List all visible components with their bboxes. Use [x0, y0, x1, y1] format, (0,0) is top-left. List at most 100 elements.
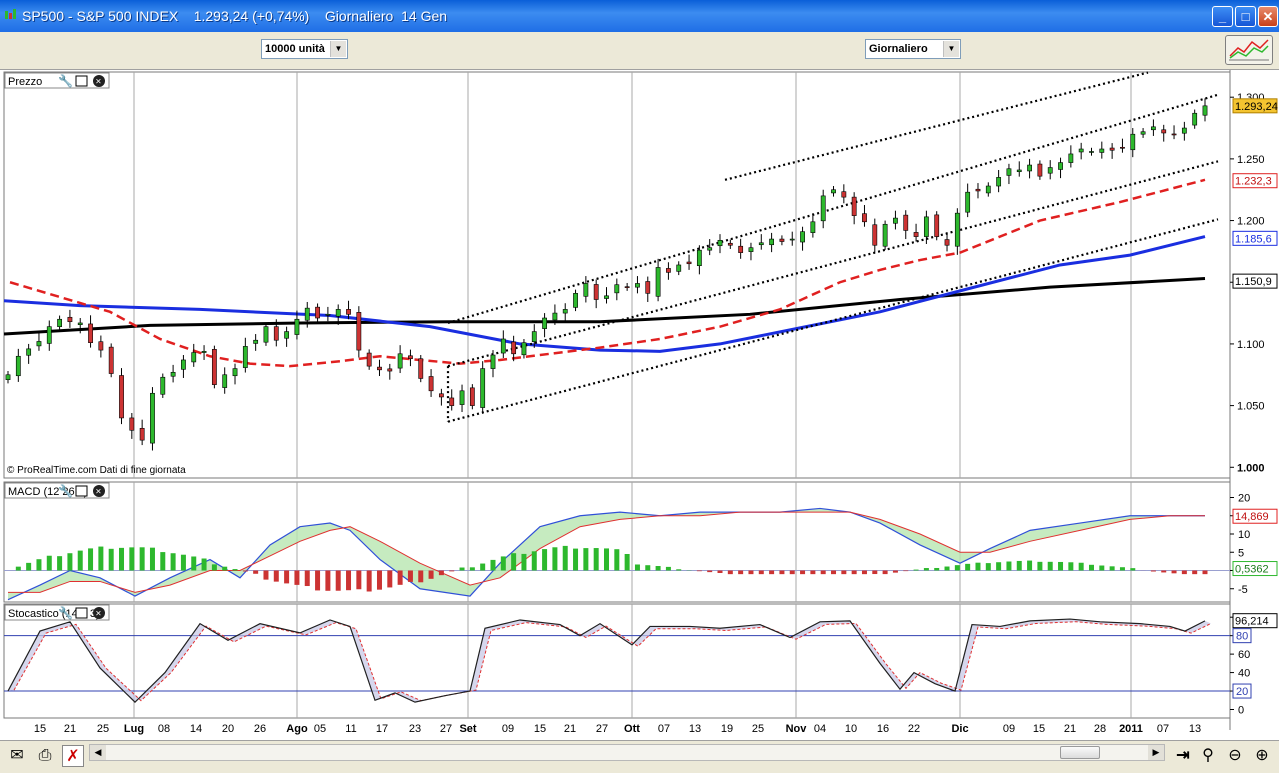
chart-style-button[interactable] — [1225, 35, 1273, 65]
candle-body — [211, 349, 217, 385]
macd-y-tick: 5 — [1238, 547, 1244, 559]
candle-body — [1140, 131, 1146, 135]
macd-hist-bar — [232, 569, 238, 571]
macd-badge-box — [1232, 508, 1278, 524]
candle-body — [500, 338, 506, 354]
macd-hist-bar — [129, 547, 135, 571]
minimize-button[interactable]: _ — [1212, 6, 1233, 27]
candle-body — [15, 355, 21, 377]
macd-hist-bar — [449, 570, 455, 572]
scroll-end-icon[interactable]: ⇥ — [1176, 747, 1190, 764]
stoch-lower-badge: 20 — [1236, 686, 1248, 698]
chart-style-icon — [1229, 39, 1269, 61]
candle-body — [284, 331, 290, 339]
candle-body — [727, 242, 733, 246]
macd-hist-bar — [480, 563, 486, 571]
toolbar: 10000 unità ▼ Giornaliero ▼ — [0, 32, 1279, 70]
candle-body — [758, 242, 764, 246]
x-tick-label: 13 — [1189, 723, 1201, 735]
candle-body — [985, 185, 991, 194]
channel-line — [447, 93, 1219, 325]
x-tick-label: 09 — [1003, 723, 1015, 735]
zoom-fit-icon[interactable]: ⚲ — [1202, 747, 1214, 764]
macd-hist-bar — [861, 570, 867, 575]
candle-body — [882, 223, 888, 247]
macd-hist-bar — [1192, 570, 1198, 575]
scroll-left-button[interactable]: ◀ — [90, 745, 106, 760]
maximize-button[interactable]: □ — [1235, 6, 1256, 27]
scroll-thumb[interactable] — [1060, 746, 1100, 759]
candle-body — [1151, 126, 1156, 131]
macd-hist-bar — [418, 570, 424, 583]
macd-hist-bar — [748, 570, 754, 575]
candle-body — [851, 196, 857, 216]
macd-hist-bar — [779, 570, 785, 575]
candle-body — [108, 346, 114, 374]
macd-hist-bar — [655, 566, 661, 571]
x-tick-label: 13 — [689, 723, 701, 735]
candle-body — [923, 216, 929, 237]
units-select[interactable]: 10000 unità ▼ — [261, 39, 348, 59]
chart-area[interactable]: 15 21 25 Lug 08 14 20 26 Ago 05 11 17 23 27 Set 09 15 21 2… — [0, 70, 1279, 740]
macd-hist-bar — [1202, 570, 1208, 575]
print-icon[interactable]: ⎙ — [38, 747, 52, 764]
candle-body — [170, 371, 176, 377]
x-tick-label: 23 — [409, 723, 421, 735]
ma-black-badge-box — [1232, 273, 1278, 289]
macd-hist-bar — [346, 570, 352, 591]
candle-body — [191, 352, 197, 363]
candle-body — [573, 293, 578, 308]
x-tick-label: Ott — [624, 723, 640, 735]
candle-body — [1037, 163, 1043, 177]
macd-hist-bar — [57, 556, 63, 571]
candle-body — [831, 189, 836, 194]
macd-y-tick: -5 — [1238, 584, 1248, 596]
macd-hist-bar — [841, 570, 847, 575]
x-tick-label: 07 — [658, 723, 670, 735]
candle-body — [1078, 148, 1084, 153]
macd-hist-bar — [604, 548, 609, 571]
candle-body — [696, 249, 702, 267]
scroll-right-button[interactable]: ▶ — [1148, 745, 1164, 760]
stoch-fill — [8, 619, 1211, 703]
candle-body — [521, 342, 527, 356]
candle-body — [552, 312, 558, 321]
macd-hist-bar — [820, 570, 826, 575]
candle-body — [119, 375, 124, 419]
macd-hist-bar — [26, 562, 32, 571]
candle-body — [67, 316, 73, 323]
close-button[interactable]: ✕ — [1258, 6, 1278, 27]
horizontal-scrollbar[interactable]: ◀ ▶ — [89, 744, 1165, 761]
candle-body — [366, 352, 372, 367]
chevron-down-icon[interactable]: ▼ — [943, 41, 959, 57]
zoom-in-icon[interactable]: ⊕ — [1255, 747, 1269, 764]
macd-hist-bar — [253, 570, 259, 574]
period-select[interactable]: Giornaliero ▼ — [865, 39, 961, 59]
x-tick-label: 16 — [877, 723, 889, 735]
candle-body — [387, 368, 393, 372]
x-tick-label: 10 — [845, 723, 857, 735]
close-glyph: × — [96, 609, 102, 620]
chart-svg[interactable]: 15 21 25 Lug 08 14 20 26 Ago 05 11 17 23 27 Set 09 15 21 2… — [0, 70, 1279, 740]
candle-body — [222, 374, 228, 388]
macd-hist-bar — [325, 570, 331, 591]
candle-body — [1027, 164, 1032, 172]
candle-body — [800, 231, 805, 243]
candle-body — [490, 354, 496, 369]
macd-hist-bar — [531, 551, 537, 571]
close-chart-icon[interactable]: ✗ — [62, 745, 84, 767]
candle-body — [1130, 133, 1136, 151]
macd-hist-bar — [800, 570, 806, 575]
candle-body — [438, 393, 444, 398]
bottom-bar: ✉ ⎙ ✗ ◀ ▶ ⇥ ⚲ ⊖ ⊕ — [0, 740, 1279, 773]
macd-hist-bar — [36, 559, 42, 571]
mail-icon[interactable]: ✉ — [10, 747, 24, 764]
candle-body — [810, 221, 816, 233]
stoch-y-tick: 40 — [1238, 668, 1250, 680]
zoom-out-icon[interactable]: ⊖ — [1228, 747, 1242, 764]
macd-fill — [8, 508, 1205, 600]
macd-y-tick: 10 — [1238, 529, 1250, 541]
chevron-down-icon[interactable]: ▼ — [330, 41, 346, 57]
candle-body — [273, 326, 279, 341]
wrench-icon: 🔧 — [58, 73, 73, 88]
